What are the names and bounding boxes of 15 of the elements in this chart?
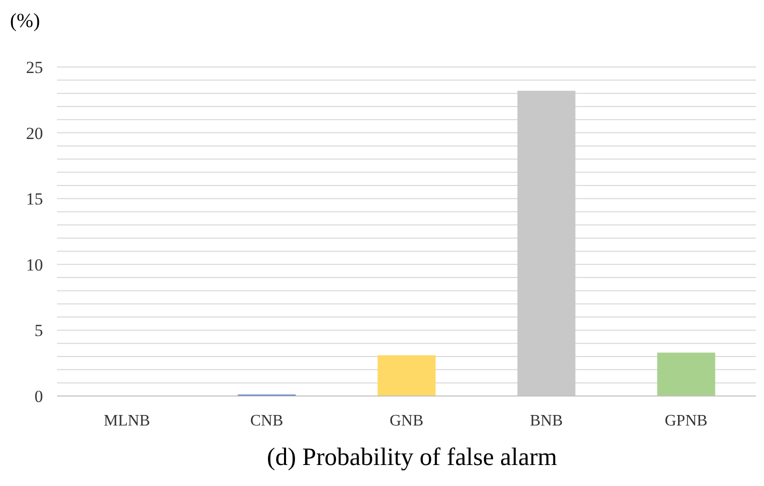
- y-tick-label: 25: [26, 58, 43, 77]
- y-tick-label: 20: [26, 124, 43, 143]
- bar: [378, 355, 436, 396]
- x-tick-label: MLNB: [104, 412, 150, 430]
- y-axis-title: (%): [10, 10, 40, 33]
- y-tick-label: 10: [26, 255, 43, 274]
- x-tick-label: GNB: [390, 412, 424, 430]
- bar: [657, 352, 716, 396]
- y-tick-label: 15: [26, 190, 43, 209]
- y-tick-label: 0: [34, 387, 43, 406]
- x-tick-label: CNB: [250, 412, 284, 430]
- text: (d) Probability of false alarm: [266, 444, 558, 472]
- x-tick-label: BNB: [530, 412, 563, 430]
- y-tick-label: 5: [34, 321, 43, 340]
- x-tick-label: GPNB: [664, 412, 708, 430]
